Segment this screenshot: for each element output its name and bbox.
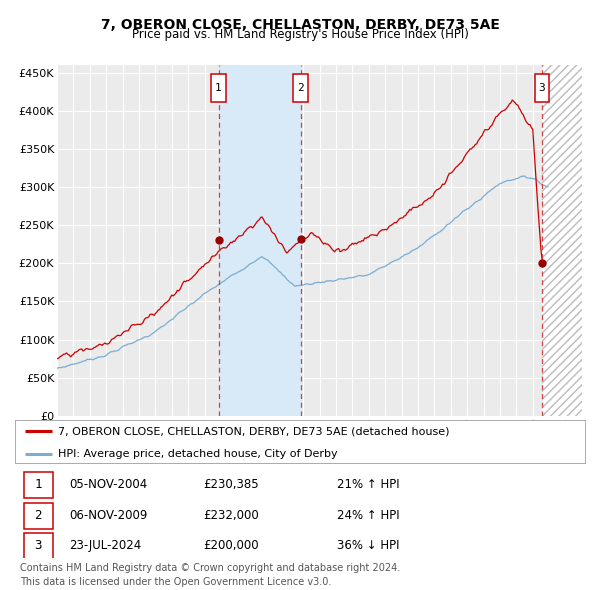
Text: £230,385: £230,385 (203, 478, 259, 491)
FancyBboxPatch shape (23, 533, 53, 559)
FancyBboxPatch shape (23, 503, 53, 529)
Text: 1: 1 (215, 83, 222, 93)
FancyBboxPatch shape (211, 74, 226, 101)
Text: £200,000: £200,000 (203, 539, 259, 552)
Text: 36% ↓ HPI: 36% ↓ HPI (337, 539, 400, 552)
Text: 3: 3 (539, 83, 545, 93)
Bar (542, 65, 582, 416)
Text: 24% ↑ HPI: 24% ↑ HPI (337, 509, 400, 522)
FancyBboxPatch shape (293, 74, 308, 101)
Text: 2: 2 (35, 509, 42, 522)
Bar (218, 65, 301, 416)
Text: Contains HM Land Registry data © Crown copyright and database right 2024.: Contains HM Land Registry data © Crown c… (20, 563, 400, 573)
Text: HPI: Average price, detached house, City of Derby: HPI: Average price, detached house, City… (58, 448, 337, 458)
Text: 2: 2 (297, 83, 304, 93)
Text: £232,000: £232,000 (203, 509, 259, 522)
Bar (542, 65, 582, 416)
Text: 7, OBERON CLOSE, CHELLASTON, DERBY, DE73 5AE: 7, OBERON CLOSE, CHELLASTON, DERBY, DE73… (101, 18, 499, 32)
Text: 23-JUL-2024: 23-JUL-2024 (69, 539, 142, 552)
Text: 05-NOV-2004: 05-NOV-2004 (69, 478, 148, 491)
Text: 06-NOV-2009: 06-NOV-2009 (69, 509, 148, 522)
Text: This data is licensed under the Open Government Licence v3.0.: This data is licensed under the Open Gov… (20, 577, 331, 587)
Text: Price paid vs. HM Land Registry's House Price Index (HPI): Price paid vs. HM Land Registry's House … (131, 28, 469, 41)
FancyBboxPatch shape (23, 472, 53, 498)
FancyBboxPatch shape (535, 74, 550, 101)
Text: 3: 3 (35, 539, 42, 552)
Text: 21% ↑ HPI: 21% ↑ HPI (337, 478, 400, 491)
Text: 1: 1 (35, 478, 42, 491)
Text: 7, OBERON CLOSE, CHELLASTON, DERBY, DE73 5AE (detached house): 7, OBERON CLOSE, CHELLASTON, DERBY, DE73… (58, 427, 449, 436)
